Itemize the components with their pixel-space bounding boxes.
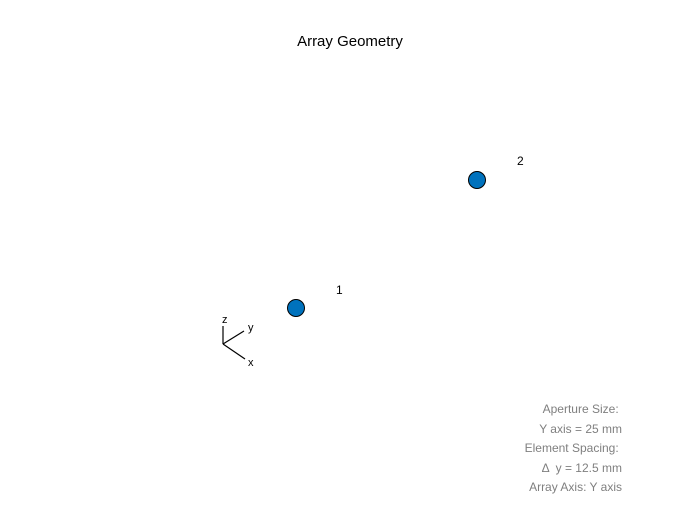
y-axis-label: y [248, 322, 254, 334]
array-info-panel: Aperture Size: Y axis = 25 mm Element Sp… [525, 400, 622, 498]
array-axis-value: Array Axis: Y axis [529, 480, 622, 494]
z-axis-label: z [222, 314, 228, 326]
array-element-2 [468, 171, 486, 189]
element-label-1: 1 [336, 283, 343, 297]
element-spacing-value: Δ y = 12.5 mm [541, 460, 622, 475]
element-label-2: 2 [517, 154, 524, 168]
y-axis-line [222, 330, 245, 345]
figure-title: Array Geometry [297, 33, 403, 50]
aperture-size-heading: Aperture Size: [542, 402, 622, 416]
element-spacing-heading: Element Spacing: [524, 441, 622, 455]
x-axis-line [222, 343, 246, 360]
x-axis-label: x [248, 357, 254, 369]
array-element-1 [287, 299, 305, 317]
aperture-size-value: Y axis = 25 mm [539, 421, 622, 436]
